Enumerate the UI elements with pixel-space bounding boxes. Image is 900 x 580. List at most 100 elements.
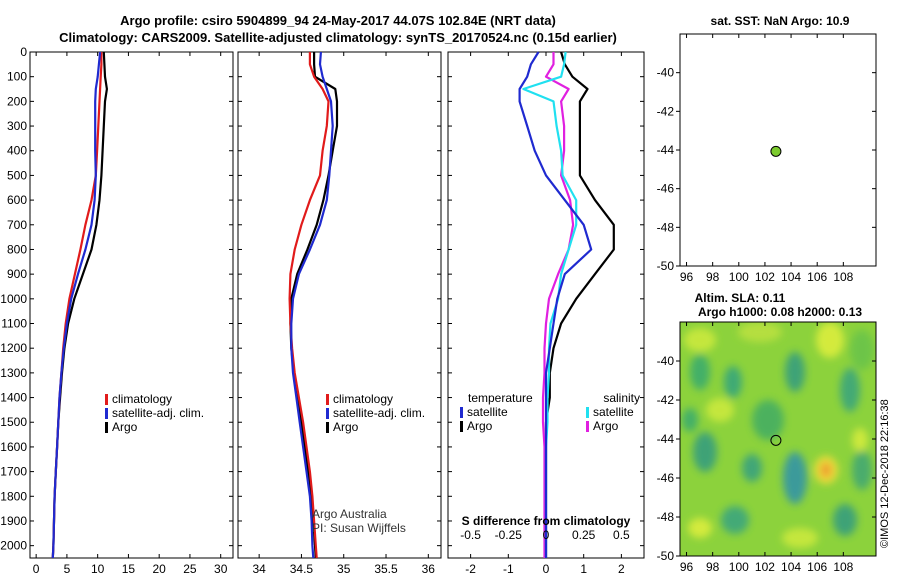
map-x-tick-label: 106 <box>807 270 827 284</box>
map-x-tick-label: 100 <box>729 560 749 574</box>
argo-location-marker <box>770 145 782 157</box>
x-tick-label: 35 <box>337 562 351 576</box>
credit-line1: Argo Australia <box>312 507 387 521</box>
depth-tick-label: 1800 <box>0 489 27 503</box>
legend-entry-2-swatch <box>326 422 329 433</box>
legend-temp-argo-swatch <box>460 421 463 432</box>
series-temperature-satellite <box>518 51 593 558</box>
map-x-tick-label: 98 <box>706 560 720 574</box>
legend-entry-0-label: climatology <box>333 392 393 406</box>
secondary-x-axis-label: S difference from climatology <box>462 514 631 528</box>
depth-tick-label: 900 <box>7 267 27 281</box>
x-tick-label: 2 <box>618 562 625 576</box>
map-x-tick-label: 100 <box>729 270 749 284</box>
map-y-tick-label: -48 <box>657 220 675 234</box>
x-tick-label: 0 <box>33 562 40 576</box>
map-x-tick-label: 108 <box>833 560 853 574</box>
depth-tick-label: 2000 <box>0 539 27 553</box>
legend-entry-0-swatch <box>105 394 108 405</box>
x-tick-label: 10 <box>91 562 105 576</box>
depth-tick-label: 300 <box>7 119 27 133</box>
legend-sal-argo-swatch <box>586 421 589 432</box>
x-tick-label: -2 <box>465 562 476 576</box>
legend-sal-argo-label: Argo <box>593 419 619 433</box>
map-x-tick-label: 98 <box>706 270 720 284</box>
x-tick-label: 5 <box>64 562 71 576</box>
x-tick-label: 34 <box>252 562 266 576</box>
secondary-x-tick-label: -0.5 <box>460 528 481 542</box>
depth-tick-label: 1100 <box>1 317 27 331</box>
x-tick-label: -1 <box>503 562 514 576</box>
map-y-tick-label: -42 <box>657 104 675 118</box>
sla-title-line2: Argo h1000: 0.08 h2000: 0.13 <box>697 305 863 319</box>
legend-sal-satellite-swatch <box>586 407 589 418</box>
depth-tick-label: 1300 <box>0 366 27 380</box>
legend-entry-1-label: satellite-adj. clim. <box>333 406 425 420</box>
depth-tick-label: 800 <box>7 242 27 256</box>
x-tick-label: 30 <box>214 562 228 576</box>
map-sst_map: 96 98 100 102 104 106 108 -40 -42 -44 -46 -48 -50 <box>657 33 877 284</box>
map-y-tick-label: -50 <box>657 259 675 273</box>
x-tick-label: 25 <box>183 562 197 576</box>
depth-tick-label: 1000 <box>0 292 27 306</box>
sla-title-line1: Altim. SLA: 0.11 <box>694 291 786 305</box>
plot-frame <box>29 51 234 559</box>
map-y-tick-label: -44 <box>657 432 675 446</box>
credit-line2: PI: Susan Wijffels <box>312 521 406 535</box>
map-y-tick-label: -40 <box>657 66 675 80</box>
x-tick-label: 36 <box>422 562 436 576</box>
map-y-tick-label: -46 <box>657 471 675 485</box>
map-x-tick-label: 102 <box>755 560 775 574</box>
map-sla_map: 96 98 100 102 104 106 108 -40 -42 -44 -46 -48 -50 <box>657 321 877 574</box>
x-tick-label: 0 <box>543 562 550 576</box>
map-y-tick-label: -44 <box>657 143 675 157</box>
secondary-x-tick-label: 0.25 <box>572 528 596 542</box>
legend-entry-1-label: satellite-adj. clim. <box>112 406 204 420</box>
x-tick-label: 15 <box>122 562 136 576</box>
map-y-tick-label: -46 <box>657 182 675 196</box>
map-x-tick-label: 96 <box>680 560 694 574</box>
depth-tick-label: 500 <box>7 168 27 182</box>
x-axis-label: T difference from climatology <box>462 578 630 580</box>
secondary-x-tick-label: 0 <box>543 528 550 542</box>
depth-tick-label: 1900 <box>0 514 27 528</box>
depth-tick-label: 0 <box>20 45 27 59</box>
legend-entry-1-swatch <box>105 408 108 419</box>
x-tick-label: 1 <box>580 562 587 576</box>
depth-tick-label: 1700 <box>0 465 27 479</box>
argo-location-marker <box>770 434 782 446</box>
legend-entry-2-label: Argo <box>112 420 138 434</box>
legend-sal-satellite-label: satellite <box>593 405 634 419</box>
map-y-tick-label: -40 <box>657 354 675 368</box>
map-y-tick-label: -50 <box>657 549 675 563</box>
profile-panel-difference: -2 -1 0 1 2 T difference from climatology S di… <box>447 51 645 580</box>
depth-tick-label: 400 <box>7 144 27 158</box>
x-tick-label: 20 <box>153 562 167 576</box>
legend-entry-2-label: Argo <box>333 420 359 434</box>
map-y-tick-label: -42 <box>657 393 675 407</box>
series-climatology <box>288 52 330 559</box>
x-tick-label: 34.5 <box>290 562 314 576</box>
figure-title-line2: Climatology: CARS2009. Satellite-adjuste… <box>59 30 617 45</box>
legend-entry-1-swatch <box>326 408 329 419</box>
legend-temp-satellite-swatch <box>460 407 463 418</box>
map-x-tick-label: 108 <box>833 270 853 284</box>
map-y-tick-label: -48 <box>657 510 675 524</box>
map-x-tick-label: 104 <box>781 270 801 284</box>
legend-entry-0-swatch <box>326 394 329 405</box>
legend-temp-argo-label: Argo <box>467 419 493 433</box>
x-axis-label: temperature (deg C) <box>74 578 188 580</box>
map-x-tick-label: 96 <box>680 270 694 284</box>
legend-group-temperature: temperature <box>468 391 533 405</box>
figure-title-line1: Argo profile: csiro 5904899_94 24-May-20… <box>120 13 556 28</box>
depth-tick-label: 1500 <box>0 415 27 429</box>
depth-tick-label: 200 <box>7 94 27 108</box>
series-salinity-satellite <box>522 51 578 558</box>
series-satellite-adj-clim- <box>290 51 334 559</box>
map-x-tick-label: 102 <box>755 270 775 284</box>
series-salinity-argo <box>541 52 575 558</box>
sst-map-title: sat. SST: NaN Argo: 10.9 <box>710 14 850 28</box>
series-satellite-adj-clim- <box>51 51 102 559</box>
legend-entry-2-swatch <box>105 422 108 433</box>
series-argo <box>289 52 339 559</box>
